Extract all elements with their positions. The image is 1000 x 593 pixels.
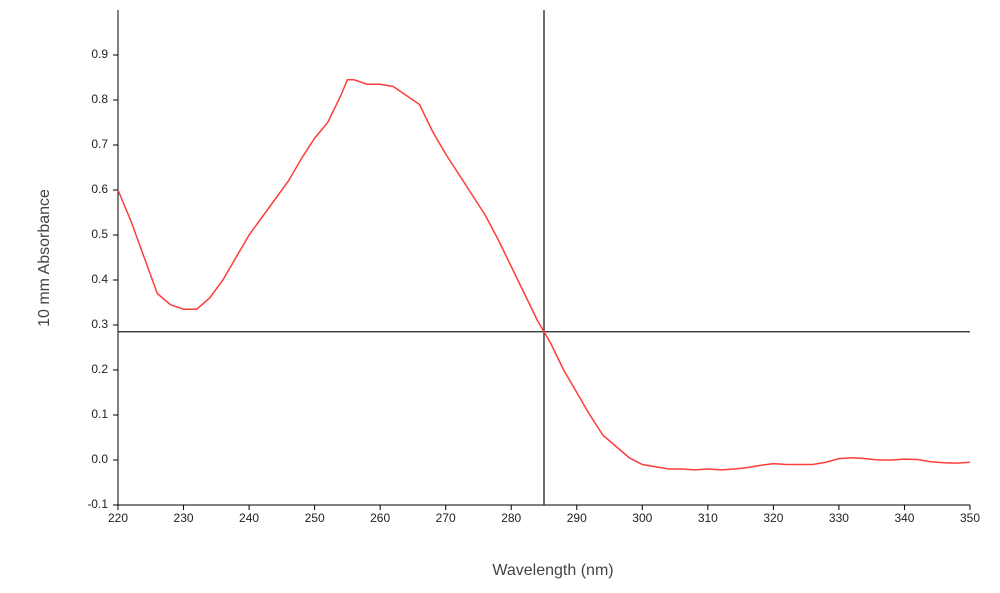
y-tick-label: 0.9: [91, 47, 108, 61]
y-axis-label: 10 mm Absorbance: [36, 189, 53, 327]
y-tick-label: 0.4: [91, 272, 108, 286]
x-tick-label: 290: [567, 511, 587, 525]
x-tick-label: 230: [174, 511, 194, 525]
y-tick-label: 0.7: [91, 137, 108, 151]
y-tick-label: -0.1: [87, 497, 108, 511]
x-tick-label: 250: [305, 511, 325, 525]
x-tick-label: 300: [632, 511, 652, 525]
y-tick-label: 0.8: [91, 92, 108, 106]
x-tick-label: 330: [829, 511, 849, 525]
spectrum-line: [117, 79, 971, 471]
x-tick-label: 340: [894, 511, 914, 525]
y-tick-label: 0.5: [91, 227, 108, 241]
y-tick-label: 0.3: [91, 317, 108, 331]
x-tick-label: 260: [370, 511, 390, 525]
y-tick-label: 0.0: [91, 452, 108, 466]
x-tick-label: 350: [960, 511, 980, 525]
x-tick-label: 280: [501, 511, 521, 525]
x-tick-label: 310: [698, 511, 718, 525]
x-tick-label: 220: [108, 511, 128, 525]
y-tick-label: 0.6: [91, 182, 108, 196]
y-tick-label: 0.2: [91, 362, 108, 376]
x-axis-label: Wavelength (nm): [492, 562, 613, 579]
x-tick-label: 320: [763, 511, 783, 525]
x-tick-label: 240: [239, 511, 259, 525]
x-tick-label: 270: [436, 511, 456, 525]
y-tick-label: 0.1: [91, 407, 108, 421]
